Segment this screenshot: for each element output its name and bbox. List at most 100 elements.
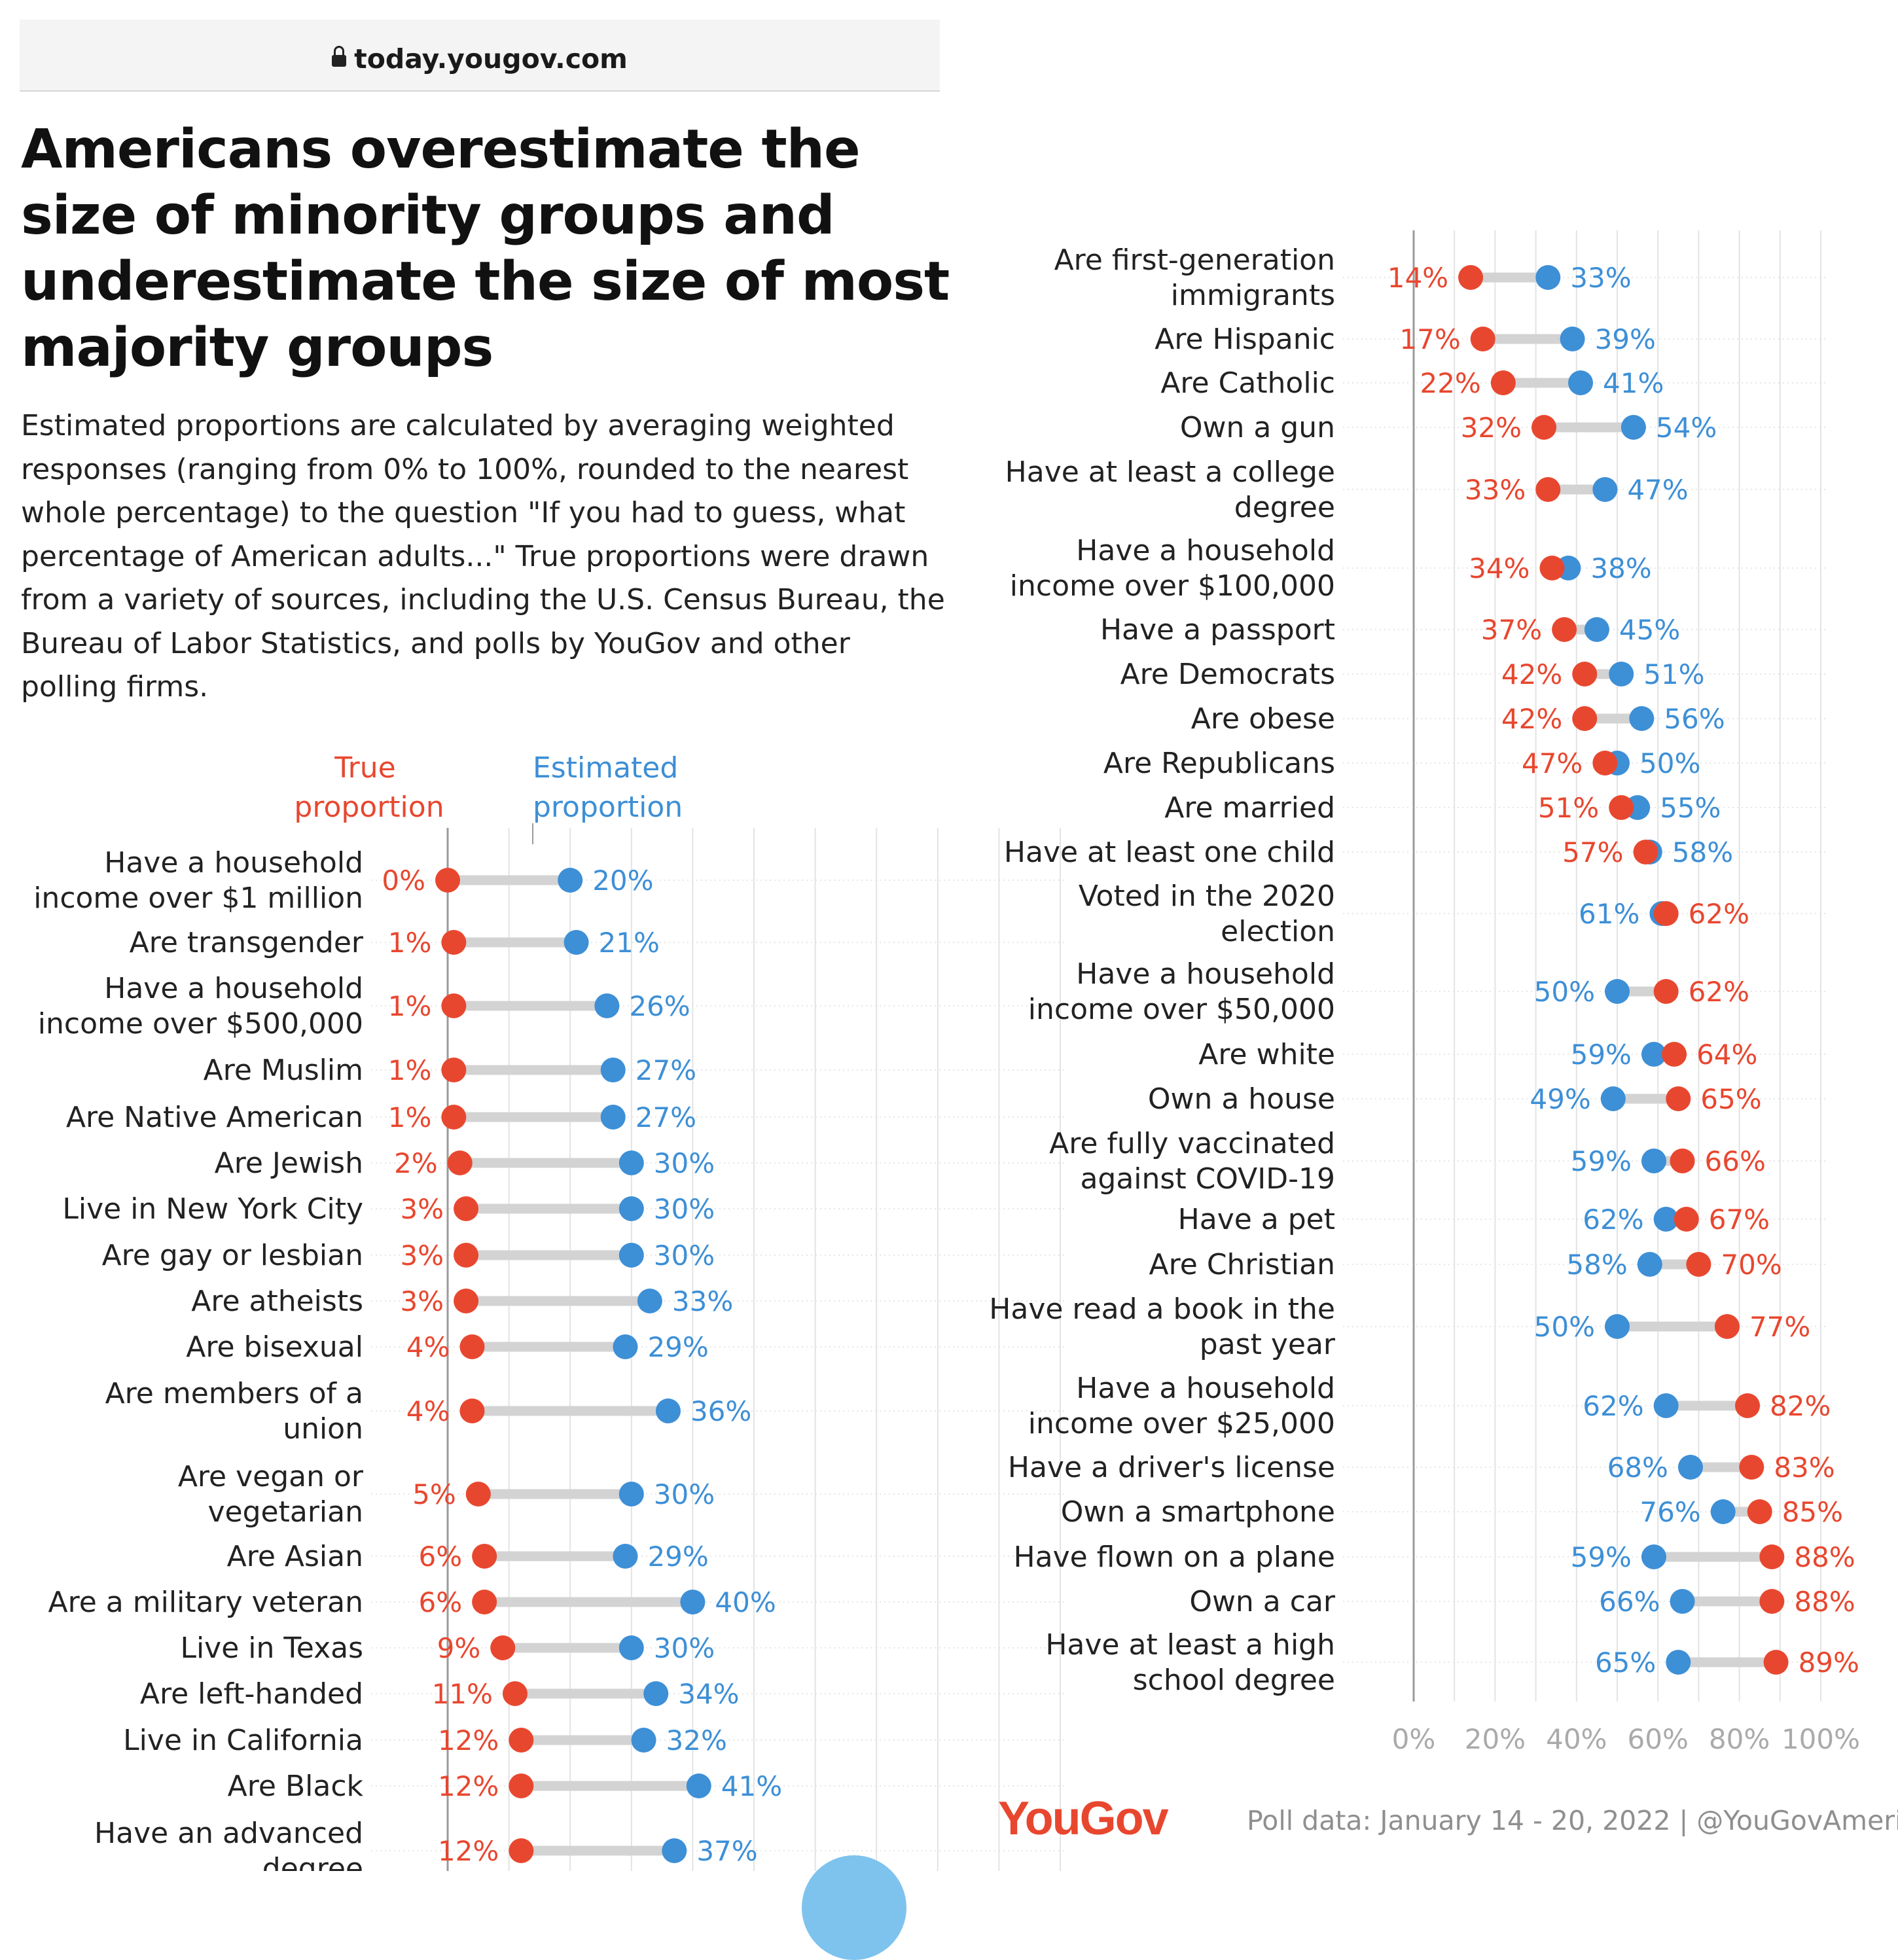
estimated-point xyxy=(637,1289,662,1313)
estimated-point xyxy=(594,993,620,1018)
estimated-value-label: 32% xyxy=(666,1724,727,1756)
estimated-point xyxy=(1609,662,1634,686)
true-point xyxy=(454,1196,479,1221)
row-label: Have a household xyxy=(1076,957,1335,991)
estimated-value-label: 29% xyxy=(647,1541,708,1573)
true-value-label: 17% xyxy=(1399,323,1460,355)
browser-url-bar[interactable]: today.yougov.com xyxy=(20,20,940,92)
row-label: Have a household xyxy=(104,846,363,880)
row-label: Have a household xyxy=(1076,1372,1335,1405)
estimated-point xyxy=(643,1681,669,1706)
true-value-label: 62% xyxy=(1689,976,1749,1008)
true-value-label: 12% xyxy=(438,1770,499,1802)
true-point xyxy=(441,930,467,955)
row-label: Have a household xyxy=(104,972,363,1005)
true-value-label: 77% xyxy=(1749,1311,1810,1343)
true-value-label: 9% xyxy=(437,1632,481,1664)
row-label: Are first-generation xyxy=(1054,243,1335,277)
estimated-point xyxy=(631,1728,656,1753)
true-point xyxy=(502,1681,528,1706)
true-value-label: 32% xyxy=(1461,412,1522,444)
row-label: Have an advanced xyxy=(94,1817,363,1850)
estimated-value-label: 61% xyxy=(1579,898,1639,930)
estimated-value-label: 30% xyxy=(654,1193,715,1225)
estimated-value-label: 26% xyxy=(629,990,690,1022)
row-label: Are transgender xyxy=(130,926,364,959)
row-label: Are Republicans xyxy=(1103,747,1335,780)
row-label: Have at least a high xyxy=(1045,1628,1335,1662)
floating-button[interactable] xyxy=(802,1855,906,1960)
estimated-point xyxy=(1653,1393,1679,1418)
row-label: Are Catholic xyxy=(1160,366,1335,400)
true-point xyxy=(1739,1455,1764,1480)
estimated-value-label: 30% xyxy=(654,1147,715,1179)
legend-estimated-label-line2: proportion xyxy=(533,791,683,824)
estimated-point xyxy=(564,930,589,955)
estimated-point xyxy=(618,1243,644,1268)
true-value-label: 88% xyxy=(1794,1586,1855,1618)
row-label: income over $25,000 xyxy=(1028,1407,1335,1440)
true-point xyxy=(1552,617,1577,642)
estimated-value-label: 41% xyxy=(1603,367,1664,399)
row-label: Are white xyxy=(1198,1038,1335,1071)
estimated-point xyxy=(1560,327,1585,351)
estimated-point xyxy=(1641,1042,1666,1067)
estimated-value-label: 58% xyxy=(1566,1249,1627,1281)
estimated-value-label: 56% xyxy=(1664,703,1725,735)
estimated-point xyxy=(600,1058,626,1082)
row-label: Own a house xyxy=(1148,1082,1335,1116)
true-point xyxy=(441,1105,467,1130)
row-label: Are Democrats xyxy=(1120,658,1335,691)
true-point xyxy=(441,993,467,1018)
estimated-point xyxy=(1605,1314,1630,1339)
row-label: Own a car xyxy=(1189,1585,1336,1618)
true-value-label: 3% xyxy=(400,1193,444,1225)
true-value-label: 47% xyxy=(1522,747,1583,779)
estimated-value-label: 36% xyxy=(690,1395,751,1427)
estimated-value-label: 29% xyxy=(647,1331,708,1363)
true-point xyxy=(1662,1042,1687,1067)
true-value-label: 51% xyxy=(1538,792,1599,824)
x-tick-label: 40% xyxy=(1546,1723,1607,1755)
true-value-label: 2% xyxy=(394,1147,438,1179)
true-point xyxy=(1592,751,1618,775)
estimated-point xyxy=(1653,1207,1679,1232)
true-point xyxy=(509,1728,534,1753)
estimated-value-label: 33% xyxy=(672,1285,733,1317)
row-label: Own a gun xyxy=(1180,411,1335,444)
true-point xyxy=(1759,1589,1785,1614)
row-label: Are members of a xyxy=(105,1377,363,1410)
estimated-point xyxy=(1710,1499,1736,1524)
row-label: income over $50,000 xyxy=(1028,993,1335,1026)
estimated-value-label: 59% xyxy=(1571,1541,1632,1573)
true-value-label: 42% xyxy=(1501,703,1562,735)
true-value-label: 12% xyxy=(438,1835,499,1867)
article-headline: Americans overestimate the size of minor… xyxy=(21,118,950,379)
estimated-value-label: 66% xyxy=(1599,1586,1660,1618)
row-label: income over $100,000 xyxy=(1010,569,1335,603)
true-point xyxy=(509,1773,534,1798)
row-label: Have read a book in the xyxy=(989,1292,1335,1326)
row-label: school degree xyxy=(1133,1664,1335,1697)
true-point xyxy=(1653,901,1679,926)
row-label: Have a pet xyxy=(1178,1203,1335,1236)
estimated-value-label: 55% xyxy=(1660,792,1721,824)
yougov-logo[interactable]: YouGov xyxy=(998,1792,1169,1845)
true-value-label: 11% xyxy=(432,1678,493,1710)
x-tick-label: 80% xyxy=(1709,1723,1770,1755)
row-label: Are Native American xyxy=(66,1101,363,1134)
url-text[interactable]: today.yougov.com xyxy=(20,43,940,75)
estimated-point xyxy=(1641,1149,1666,1173)
row-label: Are Muslim xyxy=(204,1054,363,1087)
estimated-value-label: 59% xyxy=(1571,1145,1632,1177)
row-label: income over $500,000 xyxy=(38,1007,363,1041)
estimated-value-label: 40% xyxy=(715,1586,776,1618)
true-point xyxy=(454,1243,479,1268)
true-point xyxy=(454,1289,479,1313)
true-value-label: 12% xyxy=(438,1724,499,1756)
estimated-point xyxy=(655,1399,681,1423)
estimated-point xyxy=(613,1334,638,1359)
estimated-point xyxy=(1637,1252,1662,1277)
true-value-label: 5% xyxy=(412,1478,456,1510)
estimated-point xyxy=(558,868,583,893)
